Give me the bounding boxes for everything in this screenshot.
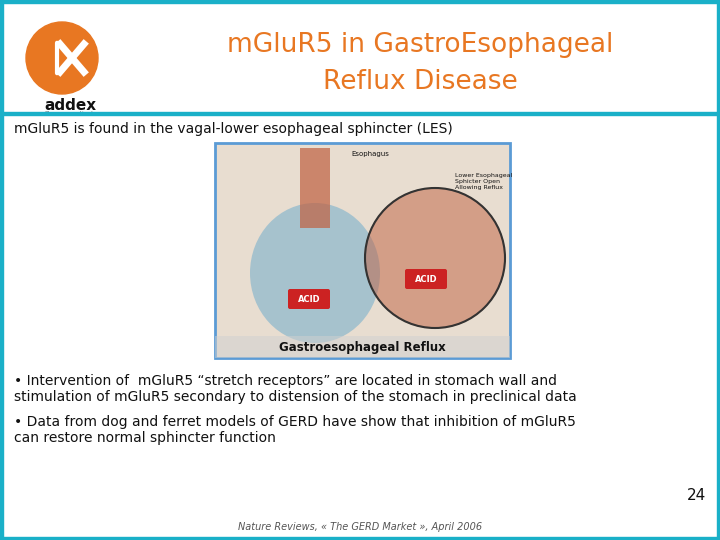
Bar bbox=[3, 112, 717, 115]
Text: Lower Esophageal
Sphicter Open
Allowing Reflux: Lower Esophageal Sphicter Open Allowing … bbox=[455, 173, 512, 190]
Text: Pharmaceuticals: Pharmaceuticals bbox=[44, 111, 96, 116]
Text: • Intervention of  mGluR5 “stretch receptors” are located in stomach wall and: • Intervention of mGluR5 “stretch recept… bbox=[14, 374, 557, 388]
Text: mGluR5 in GastroEsophageal: mGluR5 in GastroEsophageal bbox=[227, 32, 613, 58]
Bar bbox=[0, 0, 720, 3]
Text: ACID: ACID bbox=[297, 294, 320, 303]
Bar bbox=[0, 0, 3, 540]
FancyBboxPatch shape bbox=[405, 269, 447, 289]
Bar bbox=[717, 0, 720, 540]
FancyBboxPatch shape bbox=[288, 289, 330, 309]
Text: Nature Reviews, « The GERD Market », April 2006: Nature Reviews, « The GERD Market », Apr… bbox=[238, 522, 482, 532]
Circle shape bbox=[26, 22, 98, 94]
Bar bbox=[0, 537, 720, 540]
Bar bbox=[300, 148, 330, 228]
Text: ACID: ACID bbox=[415, 274, 437, 284]
Text: can restore normal sphincter function: can restore normal sphincter function bbox=[14, 431, 276, 445]
Bar bbox=[215, 143, 510, 358]
Text: Gastroesophageal Reflux: Gastroesophageal Reflux bbox=[279, 341, 446, 354]
Text: stimulation of mGluR5 secondary to distension of the stomach in preclinical data: stimulation of mGluR5 secondary to diste… bbox=[14, 390, 577, 404]
Text: Esophagus: Esophagus bbox=[351, 151, 389, 157]
Text: Reflux Disease: Reflux Disease bbox=[323, 69, 518, 95]
Text: 24: 24 bbox=[687, 488, 706, 503]
Text: addex: addex bbox=[44, 98, 96, 113]
Text: mGluR5 is found in the vagal-lower esophageal sphincter (LES): mGluR5 is found in the vagal-lower esoph… bbox=[14, 122, 453, 136]
Bar bbox=[215, 336, 510, 358]
Circle shape bbox=[365, 188, 505, 328]
Ellipse shape bbox=[250, 203, 380, 343]
Text: • Data from dog and ferret models of GERD have show that inhibition of mGluR5: • Data from dog and ferret models of GER… bbox=[14, 415, 576, 429]
